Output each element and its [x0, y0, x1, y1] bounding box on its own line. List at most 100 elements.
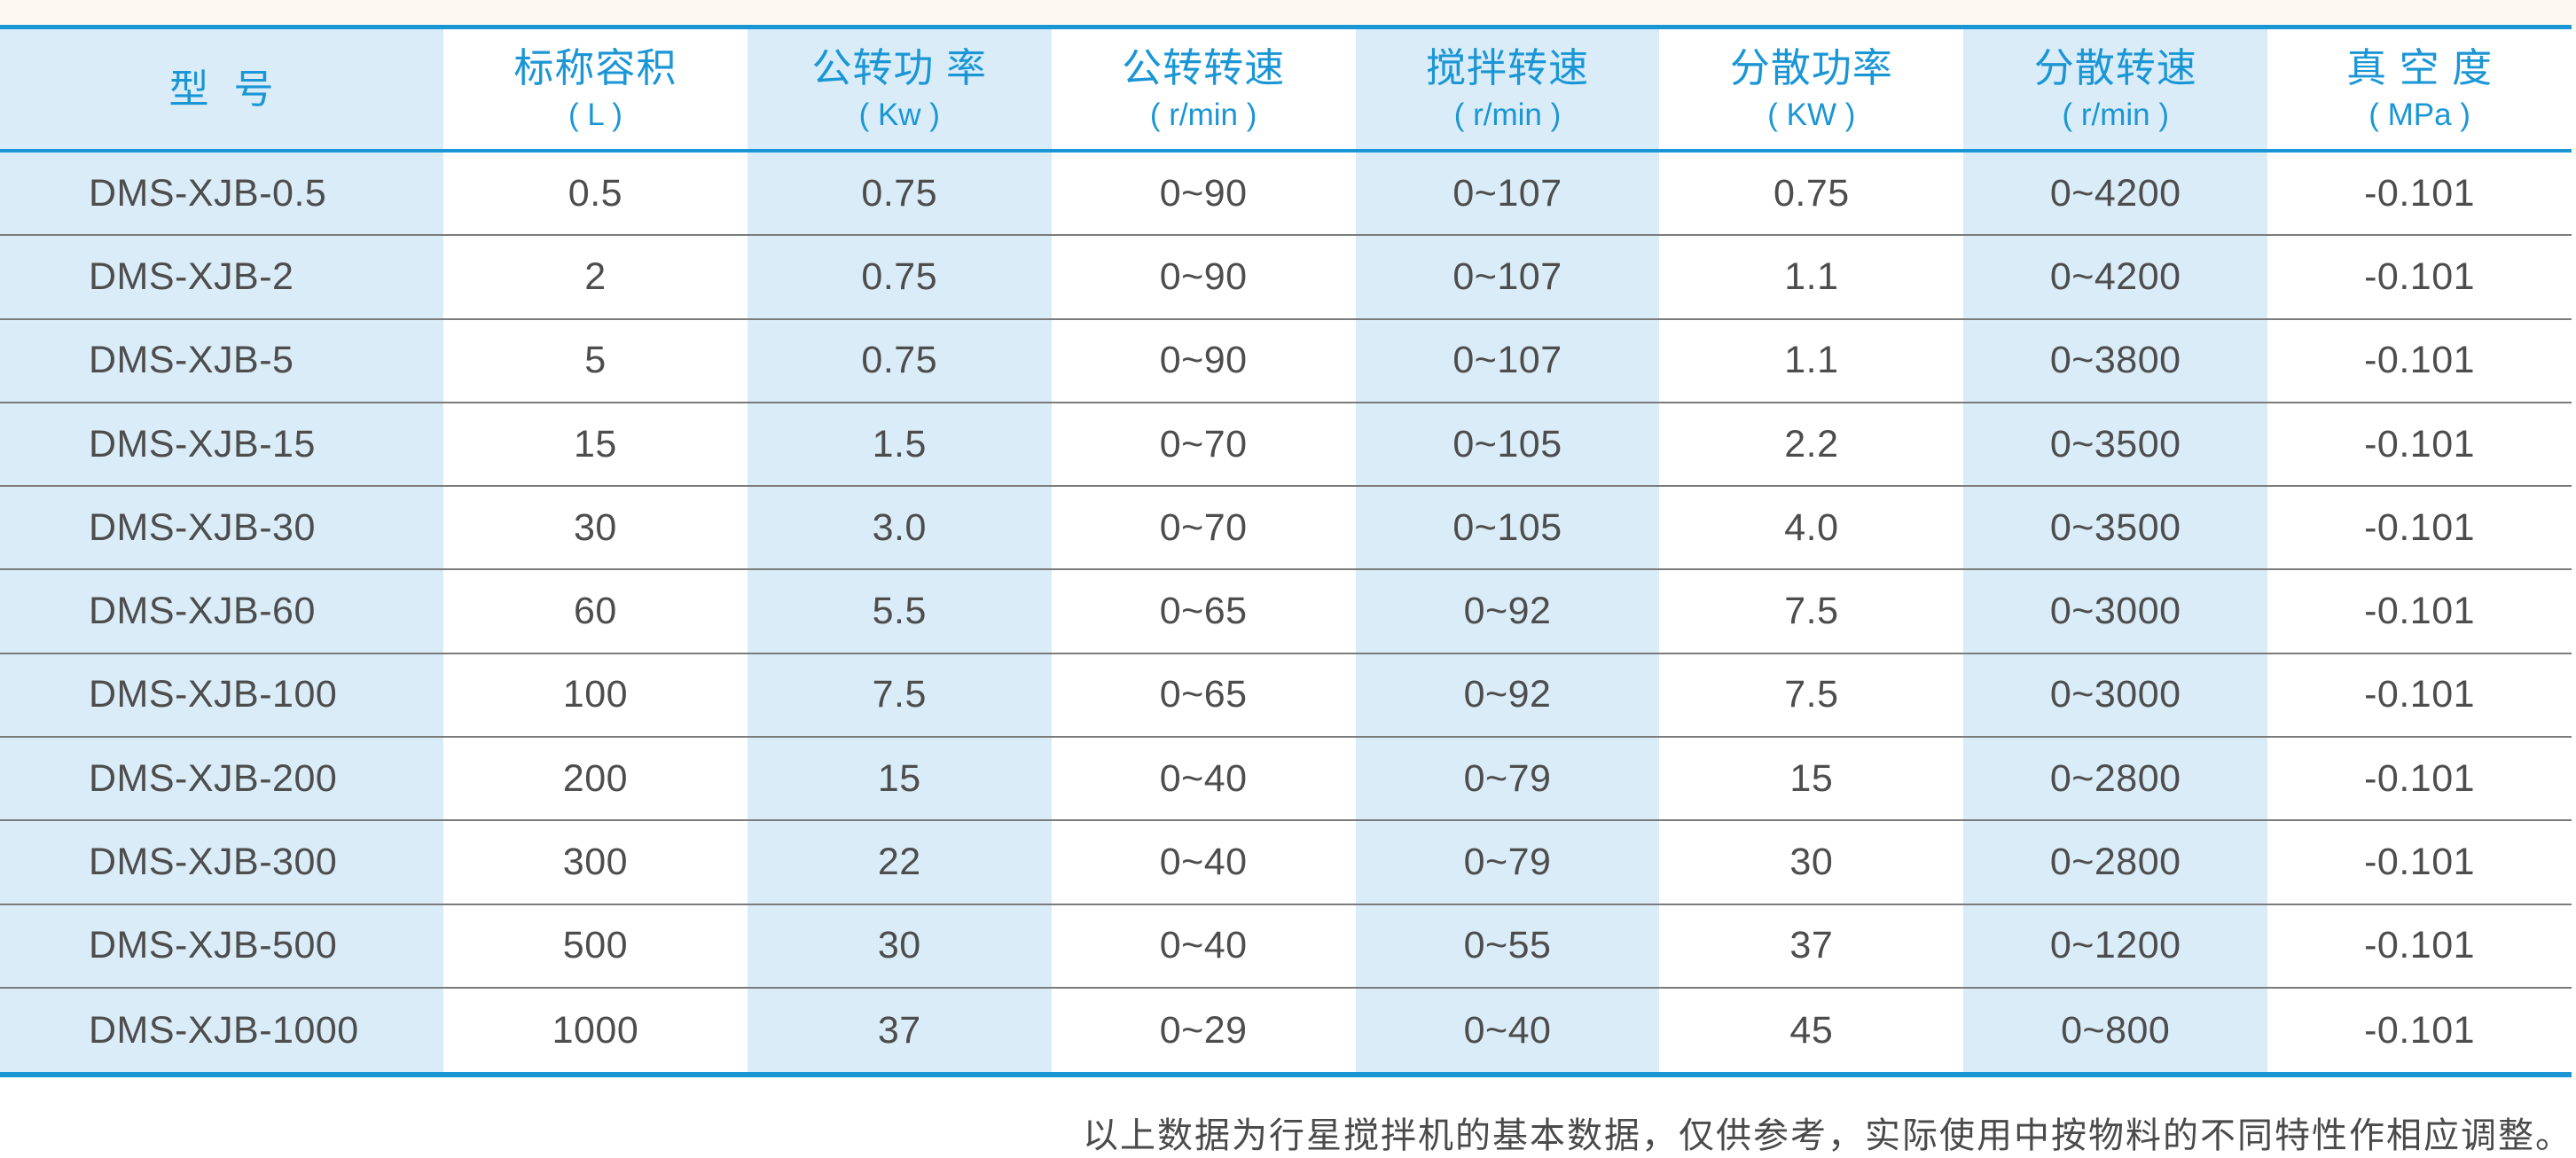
column-header-8: 真 空 度 ( MPa ) — [2267, 29, 2572, 149]
value-cell: 0~105 — [1355, 487, 1660, 569]
table-body: DMS-XJB-0.5 0.5 0.75 0~90 0~107 0.75 0~4… — [0, 153, 2572, 1078]
value-cell: 30 — [1659, 821, 1964, 904]
value-cell: 5.5 — [747, 570, 1052, 653]
column-header-label: 搅拌转速 — [1425, 45, 1589, 91]
value-cell: 0~55 — [1355, 904, 1660, 987]
value-cell: 7.5 — [747, 653, 1052, 737]
value-cell: 7.5 — [1659, 653, 1964, 737]
model-cell: DMS-XJB-2 — [0, 236, 443, 318]
model-cell: DMS-XJB-500 — [0, 904, 443, 987]
value-cell: 15 — [747, 738, 1052, 820]
table-row-DMS-XJB-30: DMS-XJB-30 30 3.0 0~70 0~105 4.0 0~3500 … — [0, 487, 2572, 571]
value-cell: 0~40 — [1051, 821, 1356, 904]
column-header-3: 公转功 率 ( Kw ) — [747, 29, 1052, 149]
value-cell: 30 — [443, 487, 748, 569]
column-header-7: 分散转速 ( r/min ) — [1963, 29, 2268, 149]
value-cell: 0~105 — [1355, 403, 1660, 486]
value-cell: -0.101 — [2267, 319, 2572, 402]
value-cell: 0~107 — [1355, 236, 1660, 318]
column-header-unit: ( MPa ) — [2369, 98, 2470, 133]
value-cell: 0~40 — [1355, 988, 1660, 1073]
value-cell: 60 — [443, 570, 748, 653]
value-cell: 1.5 — [747, 403, 1052, 486]
value-cell: 0.75 — [747, 236, 1052, 318]
model-cell: DMS-XJB-100 — [0, 653, 443, 737]
value-cell: 0~92 — [1355, 653, 1660, 737]
column-header-unit: ( r/min ) — [2062, 98, 2169, 133]
column-header-1: 型 号 — [0, 29, 443, 149]
value-cell: 0~4200 — [1963, 236, 2268, 318]
model-cell: DMS-XJB-1000 — [0, 988, 443, 1073]
table-row-DMS-XJB-5: DMS-XJB-5 5 0.75 0~90 0~107 1.1 0~3800 -… — [0, 319, 2572, 403]
value-cell: 45 — [1659, 988, 1964, 1073]
value-cell: -0.101 — [2267, 236, 2572, 318]
column-header-unit: ( Kw ) — [858, 98, 940, 133]
value-cell: 0~79 — [1355, 738, 1660, 820]
value-cell: 0.75 — [747, 319, 1052, 402]
value-cell: -0.101 — [2267, 403, 2572, 486]
table-row-DMS-XJB-1000: DMS-XJB-1000 1000 37 0~29 0~40 45 0~800 … — [0, 988, 2572, 1073]
value-cell: 22 — [747, 821, 1052, 904]
value-cell: 37 — [1659, 904, 1964, 987]
column-header-label: 公转功 率 — [811, 45, 988, 91]
value-cell: -0.101 — [2267, 487, 2572, 569]
value-cell: 5 — [443, 319, 748, 402]
value-cell: 0~79 — [1355, 821, 1660, 904]
value-cell: 0~3500 — [1963, 487, 2268, 569]
value-cell: 0~107 — [1355, 319, 1660, 402]
table-footnote: 以上数据为行星搅拌机的基本数据，仅供参考，实际使用中按物料的不同特性作相应调整。 — [1083, 1115, 2572, 1156]
value-cell: 0~2800 — [1963, 821, 2268, 904]
value-cell: 3.0 — [747, 487, 1052, 569]
value-cell: 0.75 — [747, 153, 1052, 235]
value-cell: -0.101 — [2267, 738, 2572, 820]
value-cell: 0~2800 — [1963, 738, 2268, 820]
value-cell: -0.101 — [2267, 988, 2572, 1073]
value-cell: 0~90 — [1051, 319, 1356, 402]
value-cell: 0~3000 — [1963, 653, 2268, 737]
value-cell: 500 — [443, 904, 748, 987]
value-cell: 0~29 — [1051, 988, 1356, 1073]
column-header-2: 标称容积 ( L ) — [443, 29, 748, 149]
value-cell: 15 — [1659, 738, 1964, 820]
value-cell: -0.101 — [2267, 904, 2572, 987]
value-cell: 0~3800 — [1963, 319, 2268, 402]
column-header-unit: ( L ) — [568, 98, 622, 133]
value-cell: 37 — [747, 988, 1052, 1073]
value-cell: 0~107 — [1355, 153, 1660, 235]
column-header-6: 分散功率 ( KW ) — [1659, 29, 1964, 149]
value-cell: 15 — [443, 403, 748, 486]
column-header-label: 分散转速 — [2033, 45, 2197, 91]
value-cell: 0~4200 — [1963, 153, 2268, 235]
spec-table: 型 号 标称容积 ( L ) 公转功 率 ( Kw ) 公转转速 ( r/min… — [0, 25, 2572, 1078]
model-cell: DMS-XJB-30 — [0, 487, 443, 569]
value-cell: 4.0 — [1659, 487, 1964, 569]
model-cell: DMS-XJB-0.5 — [0, 153, 443, 235]
value-cell: 1000 — [443, 988, 748, 1073]
column-header-label: 分散功率 — [1729, 45, 1893, 91]
column-header-5: 搅拌转速 ( r/min ) — [1355, 29, 1660, 149]
value-cell: 0~92 — [1355, 570, 1660, 653]
column-header-unit: ( r/min ) — [1149, 98, 1257, 133]
value-cell: 7.5 — [1659, 570, 1964, 653]
table-row-DMS-XJB-300: DMS-XJB-300 300 22 0~40 0~79 30 0~2800 -… — [0, 821, 2572, 905]
column-header-label: 公转转速 — [1122, 45, 1286, 91]
value-cell: 200 — [443, 738, 748, 820]
model-cell: DMS-XJB-200 — [0, 738, 443, 820]
value-cell: 0~3000 — [1963, 570, 2268, 653]
value-cell: 1.1 — [1659, 319, 1964, 402]
value-cell: 0~40 — [1051, 904, 1356, 987]
model-cell: DMS-XJB-300 — [0, 821, 443, 904]
value-cell: -0.101 — [2267, 821, 2572, 904]
model-cell: DMS-XJB-5 — [0, 319, 443, 402]
value-cell: 0~70 — [1051, 403, 1356, 486]
column-header-label: 真 空 度 — [2346, 45, 2494, 91]
table-row-DMS-XJB-100: DMS-XJB-100 100 7.5 0~65 0~92 7.5 0~3000… — [0, 653, 2572, 739]
value-cell: 300 — [443, 821, 748, 904]
value-cell: 30 — [747, 904, 1052, 987]
value-cell: 0.5 — [443, 153, 748, 235]
column-header-unit: ( KW ) — [1767, 98, 1856, 133]
value-cell: 0~70 — [1051, 487, 1356, 569]
table-row-DMS-XJB-15: DMS-XJB-15 15 1.5 0~70 0~105 2.2 0~3500 … — [0, 403, 2572, 488]
model-cell: DMS-XJB-60 — [0, 570, 443, 653]
table-row-DMS-XJB-60: DMS-XJB-60 60 5.5 0~65 0~92 7.5 0~3000 -… — [0, 570, 2572, 654]
